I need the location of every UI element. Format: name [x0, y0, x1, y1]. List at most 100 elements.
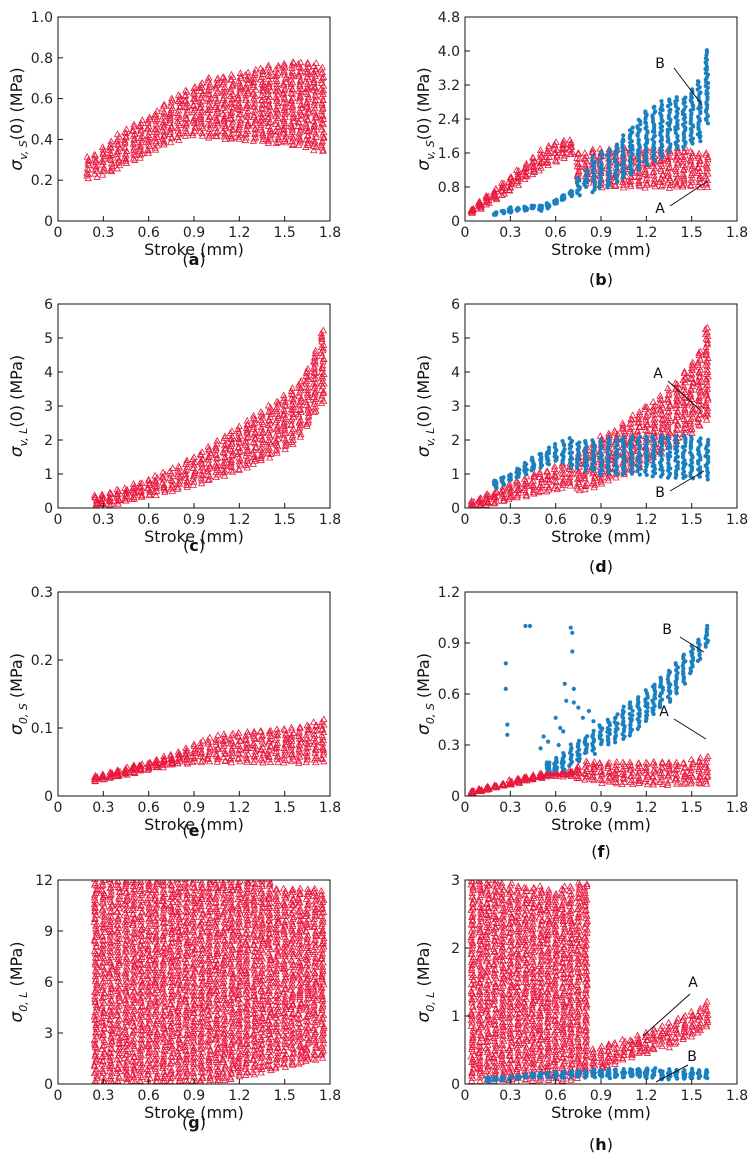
data-point: [197, 458, 206, 466]
data-point: [235, 746, 243, 753]
data-point: [666, 402, 674, 409]
data-point: [673, 152, 681, 160]
data-point: [311, 91, 320, 98]
data-point: [637, 472, 642, 477]
data-point: [627, 711, 632, 717]
data-point: [681, 469, 687, 474]
data-point: [679, 153, 687, 160]
data-point: [85, 161, 93, 168]
data-point: [704, 48, 709, 53]
data-point: [675, 454, 680, 459]
data-point: [628, 772, 636, 779]
data-point: [160, 102, 168, 109]
annotation-label: B: [655, 56, 665, 72]
data-point: [628, 468, 633, 473]
data-point: [500, 209, 506, 214]
data-point: [161, 470, 169, 478]
data-point: [657, 167, 665, 174]
data-point: [599, 162, 604, 167]
data-point: [151, 488, 159, 496]
data-point: [191, 94, 199, 102]
data-point: [167, 484, 175, 492]
data-point: [650, 167, 658, 175]
data-point: [585, 734, 590, 739]
data-point: [665, 174, 674, 181]
data-point: [644, 472, 649, 478]
data-point: [597, 477, 605, 485]
data-point: [220, 459, 229, 467]
data-point: [529, 476, 537, 484]
y-axis-label: σv, L(0) (MPa): [7, 355, 30, 457]
data-point: [251, 71, 259, 78]
data-point: [242, 439, 251, 446]
data-point: [674, 689, 679, 694]
data-point: [645, 129, 650, 134]
data-point: [129, 480, 138, 487]
data-point: [98, 143, 107, 150]
data-point: [604, 762, 612, 769]
data-point: [136, 479, 144, 487]
data-point: [638, 434, 643, 440]
data-point: [635, 169, 643, 176]
data-point: [679, 181, 687, 188]
data-point: [505, 483, 514, 491]
data-point: [244, 87, 252, 94]
data-point: [287, 96, 295, 103]
data-point: [272, 744, 280, 752]
data-point: [521, 774, 529, 781]
data-point: [319, 750, 328, 758]
panel-caption: (c): [183, 536, 205, 555]
data-point: [537, 152, 546, 160]
data-point: [257, 121, 265, 128]
data-point: [535, 488, 543, 496]
data-layer: [467, 623, 712, 796]
data-point: [182, 458, 191, 466]
data-point: [258, 447, 266, 455]
data-point: [181, 103, 190, 111]
data-point: [98, 906, 106, 914]
data-point: [644, 434, 649, 440]
panel-b: 0 0.3 0.6 0.9 1.2 1.5 1.800.81.62.43.24.04.8St…: [414, 10, 748, 289]
data-point: [205, 90, 214, 98]
data-point: [252, 65, 260, 73]
data-point: [650, 113, 655, 118]
data-point: [258, 443, 266, 451]
data-point: [153, 482, 161, 489]
data-point: [664, 772, 673, 780]
data-point: [92, 1023, 100, 1031]
data-point: [188, 758, 197, 766]
data-point: [295, 132, 303, 140]
data-point: [688, 450, 693, 455]
data-point: [561, 750, 566, 756]
data-point: [281, 413, 290, 421]
data-point: [274, 122, 283, 130]
data-point: [288, 726, 296, 733]
data-point: [160, 483, 168, 490]
data-point: [288, 749, 296, 757]
data-point: [266, 726, 275, 734]
data-point: [667, 450, 673, 455]
annotation-leader: [673, 67, 703, 106]
data-point: [561, 729, 566, 734]
data-point: [635, 768, 643, 776]
data-point: [651, 401, 659, 409]
data-point: [612, 761, 621, 768]
data-point: [296, 405, 305, 412]
data-point: [98, 1017, 106, 1025]
data-point: [574, 766, 583, 774]
series-B: [544, 623, 711, 773]
data-point: [289, 395, 297, 403]
y-axis-label: σv, L(0) (MPa): [414, 355, 437, 457]
data-point: [226, 92, 235, 99]
data-point: [545, 143, 553, 151]
data-point: [546, 739, 551, 744]
data-point: [212, 132, 220, 139]
data-point: [105, 1006, 114, 1014]
data-point: [620, 708, 625, 713]
data-point: [242, 91, 250, 98]
data-point: [204, 459, 213, 467]
data-point: [318, 143, 326, 151]
data-point: [257, 754, 265, 762]
